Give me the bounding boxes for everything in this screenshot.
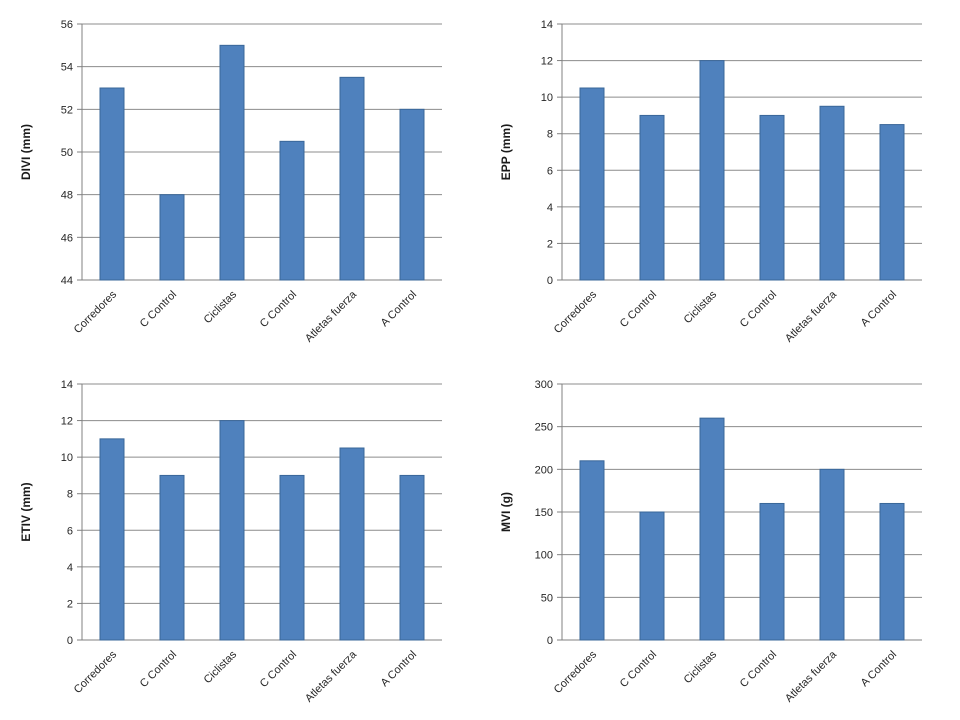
bar-etiv-0	[99, 438, 125, 641]
bar-epp-0	[579, 87, 605, 281]
x-category-label: A Control	[379, 649, 419, 689]
y-tick-label: 200	[535, 464, 553, 476]
x-category-label: A Control	[859, 649, 899, 689]
y-tick-label: 10	[541, 92, 553, 104]
chart-svg-mvi: 0 50 100 150 200 250 300 Corredores C Control Cic…	[499, 379, 922, 705]
y-tick-label: 54	[61, 62, 73, 74]
y-tick-label: 100	[535, 550, 553, 562]
x-category-label: Atletas fuerza	[783, 288, 840, 345]
y-tick-label: 8	[547, 129, 553, 141]
y-tick-label: 12	[541, 56, 553, 68]
y-axis-title: EPP (mm)	[499, 124, 513, 180]
bar-divi-3	[279, 140, 305, 281]
y-tick-label: 14	[541, 19, 553, 31]
chart-divi: 44 46 48 50 52 54 56 Corredores C Control Ciclist…	[0, 0, 480, 360]
y-tick-label: 8	[67, 489, 73, 501]
y-tick-label: 46	[61, 232, 73, 244]
bar-divi-4	[339, 76, 365, 281]
bar-mvi-4	[819, 468, 845, 641]
y-axis-title: MVI (g)	[499, 492, 513, 532]
bar-etiv-3	[279, 474, 305, 641]
bar-mvi-0	[579, 460, 605, 641]
x-category-label: C Control	[618, 649, 659, 690]
x-category-label: Atletas fuerza	[303, 648, 360, 705]
y-tick-label: 0	[547, 275, 553, 287]
y-tick-label: 250	[535, 422, 553, 434]
x-category-label: C Control	[258, 289, 299, 330]
y-tick-label: 14	[61, 379, 73, 391]
y-tick-label: 0	[547, 635, 553, 647]
y-tick-label: 44	[61, 275, 73, 287]
y-tick-label: 56	[61, 19, 73, 31]
y-tick-label: 2	[67, 598, 73, 610]
y-tick-label: 4	[67, 562, 73, 574]
y-tick-label: 6	[547, 165, 553, 177]
x-category-label: Atletas fuerza	[783, 648, 840, 705]
bar-epp-4	[819, 105, 845, 281]
x-category-label: Corredores	[72, 648, 120, 696]
y-tick-label: 50	[61, 147, 73, 159]
bar-mvi-5	[879, 502, 905, 641]
bar-etiv-1	[159, 474, 185, 641]
y-tick-label: 12	[61, 416, 73, 428]
bar-mvi-1	[639, 511, 665, 641]
y-tick-label: 50	[541, 592, 553, 604]
x-category-label: C Control	[138, 289, 179, 330]
y-tick-label: 300	[535, 379, 553, 391]
bar-etiv-4	[339, 447, 365, 641]
chart-svg-divi: 44 46 48 50 52 54 56 Corredores C Control Ciclist…	[19, 19, 442, 345]
x-category-label: C Control	[258, 649, 299, 690]
x-category-label: Corredores	[552, 288, 600, 336]
bar-mvi-2	[699, 417, 725, 641]
bar-epp-2	[699, 60, 725, 281]
bar-epp-3	[759, 114, 785, 281]
chart-svg-etiv: 0 2 4 6 8 10 12 14 Corredores C Control Ciclistas C…	[19, 379, 442, 705]
bar-epp-5	[879, 124, 905, 281]
y-tick-label: 2	[547, 238, 553, 250]
chart-epp: 0 2 4 6 8 10 12 14 Corredores C Control Ciclistas C…	[480, 0, 960, 360]
y-tick-label: 0	[67, 635, 73, 647]
x-category-label: A Control	[859, 289, 899, 329]
x-category-label: Ciclistas	[202, 288, 240, 326]
x-category-label: Atletas fuerza	[303, 288, 360, 345]
chart-mvi: 0 50 100 150 200 250 300 Corredores C Control Cic…	[480, 360, 960, 720]
bar-etiv-2	[219, 420, 245, 641]
y-tick-label: 6	[67, 525, 73, 537]
y-tick-label: 48	[61, 190, 73, 202]
y-axis-title: DIVI (mm)	[19, 124, 33, 180]
chart-svg-epp: 0 2 4 6 8 10 12 14 Corredores C Control Ciclistas C…	[499, 19, 922, 345]
y-tick-label: 4	[547, 202, 553, 214]
x-category-label: Ciclistas	[682, 288, 720, 326]
x-category-label: Ciclistas	[202, 648, 240, 686]
y-tick-label: 150	[535, 507, 553, 519]
x-category-label: C Control	[738, 649, 779, 690]
bar-etiv-5	[399, 474, 425, 641]
bar-divi-5	[399, 108, 425, 281]
bar-divi-1	[159, 194, 185, 281]
bar-mvi-3	[759, 502, 785, 641]
x-category-label: C Control	[738, 289, 779, 330]
y-tick-label: 10	[61, 452, 73, 464]
bar-epp-1	[639, 114, 665, 281]
x-category-label: Ciclistas	[682, 648, 720, 686]
x-category-label: Corredores	[72, 288, 120, 336]
y-tick-label: 52	[61, 104, 73, 116]
y-axis-title: ETIV (mm)	[19, 482, 33, 541]
bar-divi-2	[219, 44, 245, 281]
x-category-label: A Control	[379, 289, 419, 329]
x-category-label: Corredores	[552, 648, 600, 696]
bar-divi-0	[99, 87, 125, 281]
chart-etiv: 0 2 4 6 8 10 12 14 Corredores C Control Ciclistas C…	[0, 360, 480, 720]
x-category-label: C Control	[618, 289, 659, 330]
x-category-label: C Control	[138, 649, 179, 690]
